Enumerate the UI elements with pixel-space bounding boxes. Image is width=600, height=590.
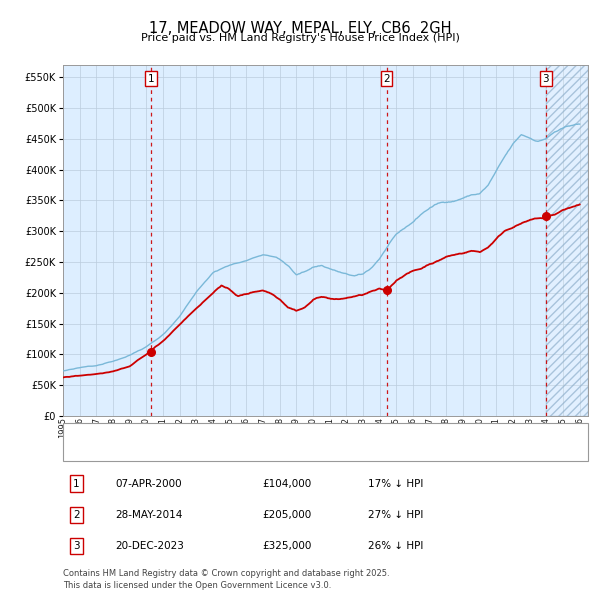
Bar bbox=[546, 65, 588, 416]
Text: £325,000: £325,000 bbox=[263, 541, 312, 551]
Text: 3: 3 bbox=[542, 74, 549, 84]
Text: 3: 3 bbox=[73, 541, 79, 551]
Text: 26% ↓ HPI: 26% ↓ HPI bbox=[367, 541, 423, 551]
Text: £104,000: £104,000 bbox=[263, 478, 312, 489]
Text: 17% ↓ HPI: 17% ↓ HPI bbox=[367, 478, 423, 489]
Text: 2: 2 bbox=[73, 510, 79, 520]
Text: 28-MAY-2014: 28-MAY-2014 bbox=[115, 510, 183, 520]
Text: 17, MEADOW WAY, MEPAL, ELY, CB6 2GH (detached house): 17, MEADOW WAY, MEPAL, ELY, CB6 2GH (det… bbox=[105, 429, 400, 439]
Text: 2: 2 bbox=[383, 74, 390, 84]
Text: 20-DEC-2023: 20-DEC-2023 bbox=[115, 541, 184, 551]
Text: Contains HM Land Registry data © Crown copyright and database right 2025.
This d: Contains HM Land Registry data © Crown c… bbox=[63, 569, 389, 589]
FancyBboxPatch shape bbox=[63, 423, 588, 461]
Text: 27% ↓ HPI: 27% ↓ HPI bbox=[367, 510, 423, 520]
Text: 17, MEADOW WAY, MEPAL, ELY, CB6  2GH: 17, MEADOW WAY, MEPAL, ELY, CB6 2GH bbox=[149, 21, 451, 35]
Text: 1: 1 bbox=[73, 478, 79, 489]
Text: HPI: Average price, detached house, East Cambridgeshire: HPI: Average price, detached house, East… bbox=[105, 448, 393, 458]
Text: Price paid vs. HM Land Registry's House Price Index (HPI): Price paid vs. HM Land Registry's House … bbox=[140, 33, 460, 43]
Text: £205,000: £205,000 bbox=[263, 510, 312, 520]
Text: 1: 1 bbox=[148, 74, 154, 84]
Text: 07-APR-2000: 07-APR-2000 bbox=[115, 478, 182, 489]
